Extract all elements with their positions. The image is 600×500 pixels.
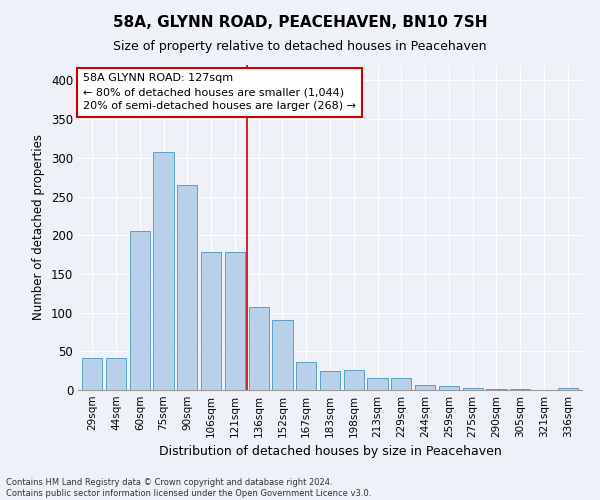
Text: Size of property relative to detached houses in Peacehaven: Size of property relative to detached ho…: [113, 40, 487, 53]
Bar: [225, 252, 245, 390]
Bar: [201, 252, 221, 390]
Bar: [487, 389, 506, 390]
Bar: [344, 370, 364, 390]
Bar: [510, 389, 530, 390]
Bar: [415, 386, 435, 390]
Bar: [248, 307, 269, 390]
Bar: [130, 230, 150, 390]
Text: Contains HM Land Registry data © Crown copyright and database right 2024.
Contai: Contains HM Land Registry data © Crown c…: [6, 478, 371, 498]
X-axis label: Distribution of detached houses by size in Peacehaven: Distribution of detached houses by size …: [158, 446, 502, 458]
Bar: [272, 320, 293, 390]
Bar: [439, 386, 459, 390]
Bar: [320, 372, 340, 390]
Bar: [106, 358, 126, 390]
Bar: [296, 362, 316, 390]
Bar: [177, 185, 197, 390]
Bar: [82, 358, 103, 390]
Text: 58A GLYNN ROAD: 127sqm
← 80% of detached houses are smaller (1,044)
20% of semi-: 58A GLYNN ROAD: 127sqm ← 80% of detached…: [83, 73, 356, 111]
Bar: [557, 388, 578, 390]
Bar: [463, 388, 483, 390]
Bar: [154, 152, 173, 390]
Bar: [367, 378, 388, 390]
Y-axis label: Number of detached properties: Number of detached properties: [32, 134, 46, 320]
Bar: [391, 378, 412, 390]
Text: 58A, GLYNN ROAD, PEACEHAVEN, BN10 7SH: 58A, GLYNN ROAD, PEACEHAVEN, BN10 7SH: [113, 15, 487, 30]
